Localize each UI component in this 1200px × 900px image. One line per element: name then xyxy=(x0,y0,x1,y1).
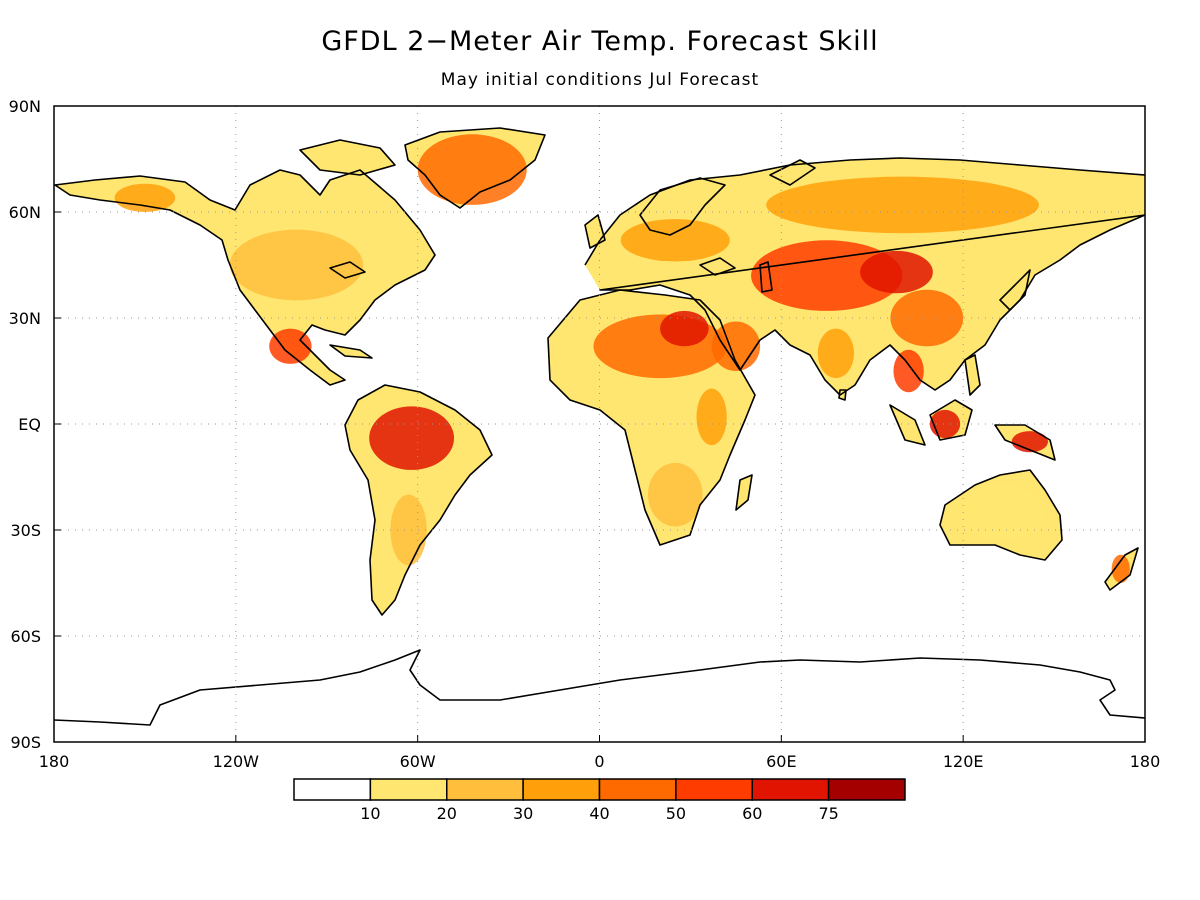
legend-swatch xyxy=(827,778,906,801)
color-legend: 10 20 30 40 50 60 75 xyxy=(293,778,906,823)
skill-region-mongolia xyxy=(860,250,933,294)
chart-subtitle: May initial conditions Jul Forecast xyxy=(440,70,760,90)
landmass-caribbean xyxy=(330,345,372,358)
skill-region-europe xyxy=(620,219,730,262)
land-layer xyxy=(54,106,1145,742)
skill-region-china xyxy=(890,289,964,347)
lon-tick-label: 0 xyxy=(594,752,604,771)
legend-swatch xyxy=(369,778,448,801)
skill-region-siberia xyxy=(766,176,1039,234)
chart-title: GFDL 2−Meter Air Temp. Forecast Skill xyxy=(321,26,879,57)
skill-region-mexico xyxy=(269,328,312,364)
skill-region-southern-africa xyxy=(647,462,703,527)
coastlines xyxy=(54,127,1145,726)
legend-swatch xyxy=(598,778,677,801)
legend-swatch xyxy=(446,778,524,801)
lat-tick-label: 60N xyxy=(9,203,41,222)
landmass-arctic-islands xyxy=(300,140,395,175)
lon-tick-label: 180 xyxy=(39,752,70,771)
lat-tick-label: EQ xyxy=(18,415,41,434)
skill-region-alaska xyxy=(114,183,176,212)
skill-region-north-america xyxy=(229,229,364,301)
legend-label: 60 xyxy=(742,804,762,823)
skill-region-east-africa xyxy=(696,388,727,446)
skill-region-australia xyxy=(960,484,1045,541)
legend-label: 75 xyxy=(818,804,838,823)
lat-tick-label: 90N xyxy=(9,97,41,116)
skill-region-borneo xyxy=(929,409,961,439)
landmass-novaya-zemlya xyxy=(770,160,815,185)
axis-ticks xyxy=(53,105,1146,743)
legend-swatch xyxy=(522,778,601,801)
lat-tick-label: 90S xyxy=(10,733,41,752)
landmass-japan xyxy=(1000,270,1030,310)
lon-tick-label: 120W xyxy=(213,752,260,771)
legend-swatch xyxy=(675,778,753,801)
legend-swatch xyxy=(751,778,830,801)
legend-label: 40 xyxy=(589,804,609,823)
legend-label: 10 xyxy=(360,804,380,823)
grid-lines xyxy=(54,106,1145,742)
skill-region-greenland xyxy=(417,134,527,205)
lon-tick-label: 120E xyxy=(943,752,984,771)
skill-region-amazon xyxy=(369,406,455,470)
lat-tick-label: 60S xyxy=(10,627,41,646)
skill-region-india xyxy=(817,328,855,379)
skill-region-central-asia xyxy=(751,240,903,311)
skill-region-egypt xyxy=(660,310,709,347)
skill-region-new-zealand xyxy=(1111,554,1130,583)
lat-tick-label: 30S xyxy=(10,521,41,540)
legend-label: 20 xyxy=(437,804,457,823)
lon-tick-label: 180 xyxy=(1130,752,1161,771)
legend-label: 50 xyxy=(666,804,686,823)
skill-region-southeast-asia xyxy=(893,349,924,393)
legend-swatch xyxy=(293,778,372,801)
skill-regions xyxy=(114,134,1130,583)
lat-tick-label: 30N xyxy=(9,309,41,328)
landmass-sumatra xyxy=(890,405,925,445)
legend-label: 30 xyxy=(513,804,533,823)
axis-tick-labels: 180 120W 60W 0 60E 120E 180 90N 60N 30N EQ 30S 60S 90… xyxy=(9,97,1161,771)
skill-region-south-america-south xyxy=(390,494,427,566)
lon-tick-label: 60E xyxy=(766,752,796,771)
lon-tick-label: 60W xyxy=(400,752,436,771)
